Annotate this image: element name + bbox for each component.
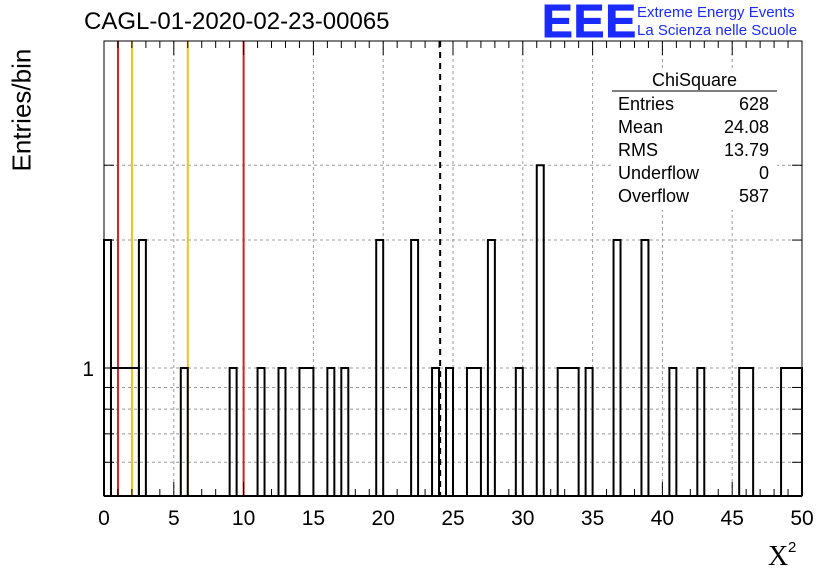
histogram-bin [584, 367, 594, 496]
x-tick-label: 35 [581, 507, 604, 530]
histogram-bin [612, 239, 622, 496]
histogram-bin [535, 164, 545, 496]
histogram-bin [228, 367, 238, 496]
x-axis-label: X [768, 541, 788, 572]
x-axis-label-superscript: 2 [788, 539, 796, 556]
axes: 0 5 10 15 20 25 30 35 40 45 50 1 [82, 40, 814, 530]
x-tick-label: 15 [302, 507, 325, 530]
stats-row-value: 587 [739, 186, 769, 206]
stats-row-value: 628 [739, 94, 769, 114]
stats-title: ChiSquare [652, 70, 737, 90]
stats-background [612, 68, 777, 210]
x-tick-label: 10 [232, 507, 255, 530]
x-tick-label: 5 [168, 507, 180, 530]
x-tick-label: 25 [441, 507, 464, 530]
stats-row-value: 0 [759, 163, 769, 183]
histogram-bin [556, 367, 580, 496]
histogram-bin [431, 367, 441, 496]
histogram-bin [514, 367, 524, 496]
x-tick-label: 45 [721, 507, 744, 530]
stats-row-label: RMS [618, 140, 658, 160]
histogram-bin [486, 239, 496, 496]
stats-row-value: 24.08 [724, 117, 769, 137]
histogram-bin [375, 239, 385, 496]
x-tick-label: 40 [651, 507, 674, 530]
histogram-bin [445, 367, 454, 496]
y-tick-label: 1 [82, 358, 94, 381]
stats-box: ChiSquare Entries 628 Mean 24.08 RMS 13.79 Unde… [612, 68, 777, 210]
histogram-bin [640, 239, 650, 496]
histogram-bin [137, 239, 147, 496]
histogram-bin [465, 367, 482, 496]
stats-row-label: Underflow [618, 163, 700, 183]
stats-row-value: 13.79 [724, 140, 769, 160]
x-tick-label: 0 [98, 507, 110, 530]
x-tick-label: 50 [790, 507, 813, 530]
histogram-bin [410, 239, 420, 496]
logo-line-2: La Scienza nelle Scuole [637, 22, 798, 39]
histogram-bin [179, 367, 189, 496]
histogram-bin [340, 367, 350, 496]
histogram-bin [668, 367, 678, 496]
chart-title: CAGL-01-2020-02-23-00065 [84, 8, 390, 35]
histogram-bin [326, 367, 336, 496]
histogram-bin [277, 367, 287, 496]
histogram-bin [256, 367, 266, 496]
histogram-bin [298, 367, 315, 496]
stats-row-label: Overflow [618, 186, 690, 206]
x-tick-label: 30 [511, 507, 534, 530]
stats-row-label: Entries [618, 94, 674, 114]
logo-line-1: Extreme Energy Events [637, 4, 795, 21]
histogram-bin [738, 367, 755, 496]
reference-lines [116, 41, 442, 496]
logo-mark: EEE [541, 0, 638, 48]
stats-row-label: Mean [618, 117, 663, 137]
histogram-bin [696, 367, 706, 496]
x-tick-label: 20 [372, 507, 395, 530]
